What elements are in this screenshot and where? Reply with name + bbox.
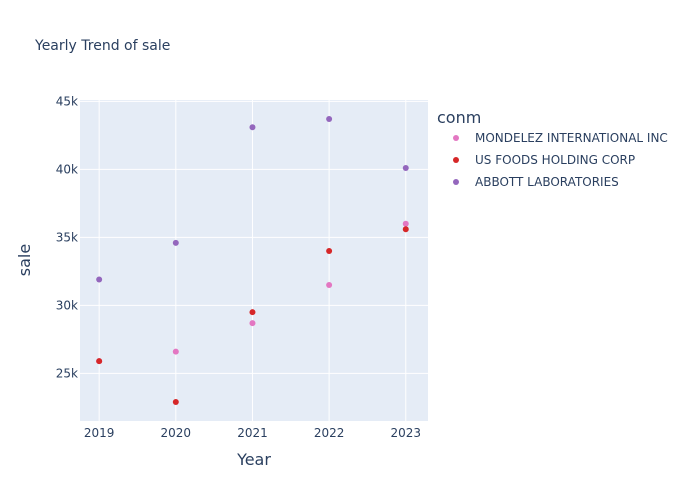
y-tick-label: 45k bbox=[56, 94, 78, 108]
plot-area bbox=[80, 100, 428, 421]
legend-marker bbox=[453, 135, 459, 141]
x-tick-label: 2019 bbox=[84, 426, 115, 440]
x-tick-label: 2022 bbox=[314, 426, 345, 440]
gridlines bbox=[80, 100, 428, 421]
data-point[interactable] bbox=[402, 220, 409, 227]
y-tick-label: 25k bbox=[56, 366, 78, 380]
data-point[interactable] bbox=[326, 116, 333, 123]
legend[interactable]: conm MONDELEZ INTERNATIONAL INC US FOODS … bbox=[437, 108, 668, 189]
legend-label: MONDELEZ INTERNATIONAL INC bbox=[475, 131, 668, 145]
legend-item[interactable]: ABBOTT LABORATORIES bbox=[453, 175, 619, 189]
legend-marker bbox=[453, 179, 459, 185]
x-tick-label: 2021 bbox=[237, 426, 268, 440]
chart-title: Yearly Trend of sale bbox=[34, 38, 170, 54]
legend-item[interactable]: US FOODS HOLDING CORP bbox=[453, 153, 635, 167]
legend-marker bbox=[453, 157, 459, 163]
y-tick-label: 35k bbox=[56, 230, 78, 244]
x-axis-ticks: 2019 2020 2021 2022 2023 bbox=[84, 426, 421, 440]
x-tick-label: 2023 bbox=[390, 426, 421, 440]
data-point[interactable] bbox=[172, 398, 179, 405]
y-tick-label: 40k bbox=[56, 162, 78, 176]
legend-label: US FOODS HOLDING CORP bbox=[475, 153, 635, 167]
x-axis-label: Year bbox=[236, 450, 271, 469]
data-point[interactable] bbox=[249, 124, 256, 131]
data-point[interactable] bbox=[402, 165, 409, 172]
y-axis-label: sale bbox=[15, 244, 34, 276]
series-1 bbox=[96, 226, 409, 405]
data-point[interactable] bbox=[326, 281, 333, 288]
series-2 bbox=[96, 116, 409, 283]
y-axis-ticks: 25k 30k 35k 40k 45k bbox=[56, 94, 78, 380]
x-tick-label: 2020 bbox=[161, 426, 192, 440]
legend-title: conm bbox=[437, 108, 481, 127]
data-point[interactable] bbox=[172, 239, 179, 246]
legend-item[interactable]: MONDELEZ INTERNATIONAL INC bbox=[453, 131, 668, 145]
legend-label: ABBOTT LABORATORIES bbox=[475, 175, 619, 189]
data-point[interactable] bbox=[172, 348, 179, 355]
data-points bbox=[96, 116, 409, 405]
data-point[interactable] bbox=[96, 276, 103, 283]
y-tick-label: 30k bbox=[56, 298, 78, 312]
data-point[interactable] bbox=[326, 247, 333, 254]
data-point[interactable] bbox=[249, 309, 256, 316]
data-point[interactable] bbox=[96, 358, 103, 365]
data-point[interactable] bbox=[249, 320, 256, 327]
data-point[interactable] bbox=[402, 226, 409, 233]
